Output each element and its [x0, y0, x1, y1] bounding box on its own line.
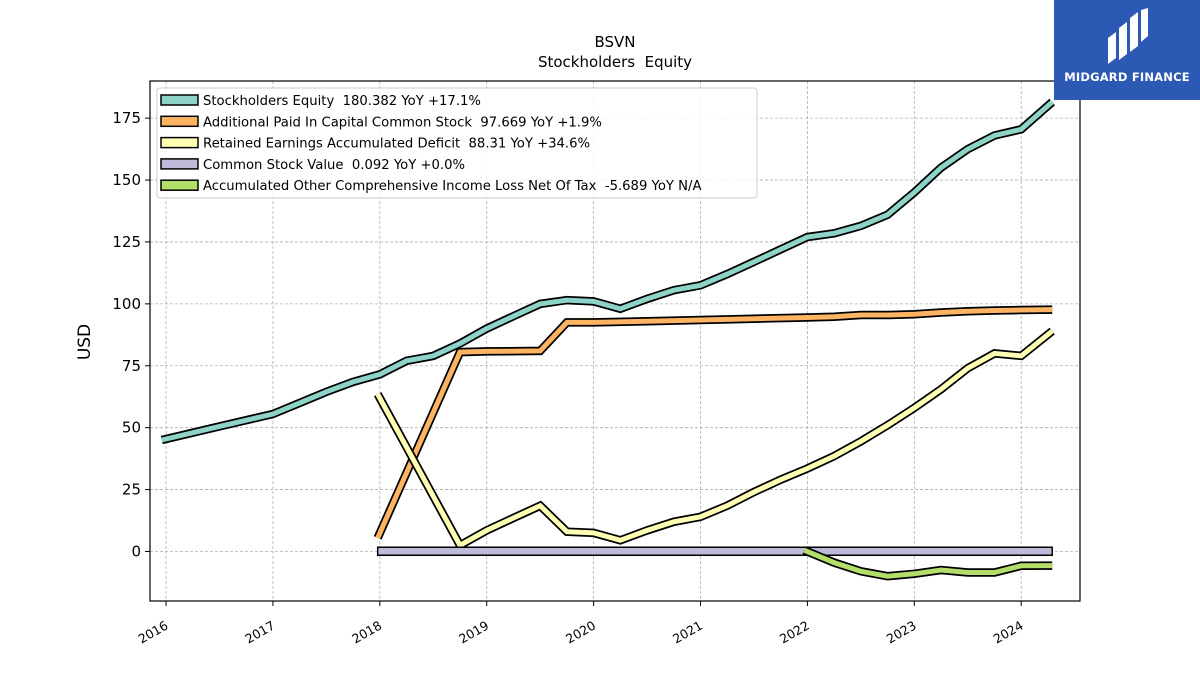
- legend: Stockholders Equity 180.382 YoY +17.1% Ad…: [156, 87, 758, 199]
- legend-item: Retained Earnings Accumulated Deficit 88…: [160, 136, 590, 152]
- x-tick-label: 2016: [135, 618, 170, 647]
- legend-swatch: [160, 136, 199, 149]
- series-layer: [160, 98, 1056, 581]
- legend-swatch: [160, 115, 199, 128]
- legend-swatch: [160, 179, 199, 191]
- series-2: [373, 327, 1055, 552]
- y-tick-label: 125: [112, 233, 141, 251]
- y-tick-label: 100: [112, 295, 141, 313]
- series-4: [802, 546, 1053, 581]
- series-line: [375, 307, 1053, 539]
- legend-swatch: [160, 94, 199, 106]
- series-outline: [373, 305, 1053, 540]
- legend-label: Stockholders Equity 180.382 YoY +17.1%: [203, 94, 481, 109]
- series-line: [375, 329, 1054, 549]
- y-tick-label: 175: [112, 109, 141, 127]
- series-line: [376, 546, 1053, 556]
- midgard-finance-logo: MIDGARD FINANCE: [1054, 0, 1200, 100]
- midgard-logo-icon: [1108, 8, 1148, 64]
- chart-subtitle: Stockholders Equity: [538, 53, 692, 71]
- series-line: [161, 100, 1054, 443]
- series-0: [160, 98, 1056, 445]
- x-tick-label: 2024: [991, 618, 1026, 647]
- legend-label: Additional Paid In Capital Common Stock …: [203, 115, 602, 130]
- series-1: [373, 305, 1053, 540]
- x-tick-label: 2020: [563, 618, 598, 647]
- legend-box: [156, 87, 758, 199]
- x-tick-label: 2017: [242, 618, 277, 647]
- chart-title: BSVN: [594, 33, 635, 51]
- legend-label: Common Stock Value 0.092 YoY +0.0%: [203, 158, 465, 173]
- legend-swatch: [160, 158, 199, 170]
- legend-label: Accumulated Other Comprehensive Income L…: [203, 179, 701, 194]
- plot-frame: [149, 80, 1081, 602]
- y-axis-label: USD: [75, 324, 95, 360]
- y-tick-label: 75: [122, 357, 141, 375]
- y-tick-label: 150: [112, 171, 141, 189]
- x-tick-label: 2018: [349, 618, 384, 647]
- series-line: [803, 547, 1053, 579]
- legend-item: Accumulated Other Comprehensive Income L…: [160, 179, 701, 194]
- y-tick-label: 25: [122, 481, 141, 499]
- y-tick-label: 0: [131, 542, 141, 560]
- series-3: [376, 546, 1053, 556]
- x-tick-label: 2023: [884, 618, 919, 647]
- legend-item: Additional Paid In Capital Common Stock …: [160, 115, 602, 130]
- y-tick-label: 50: [122, 419, 141, 437]
- legend-label: Retained Earnings Accumulated Deficit 88…: [203, 137, 590, 152]
- x-tick-label: 2021: [670, 618, 705, 647]
- legend-item: Common Stock Value 0.092 YoY +0.0%: [160, 158, 465, 173]
- logo-text: MIDGARD FINANCE: [1064, 70, 1190, 84]
- x-tick-label: 2022: [777, 618, 812, 647]
- legend-item: Stockholders Equity 180.382 YoY +17.1%: [160, 94, 481, 109]
- x-tick-label: 2019: [456, 618, 491, 647]
